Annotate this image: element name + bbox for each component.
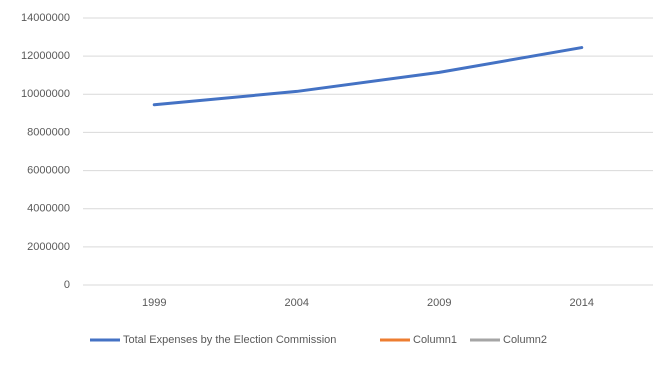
y-tick-label: 2000000 [27,241,70,253]
legend-label: Column2 [503,334,547,346]
x-tick-label: 2009 [427,297,451,309]
x-tick-label: 2004 [285,297,309,309]
legend-label: Total Expenses by the Election Commissio… [123,334,336,346]
y-tick-label: 6000000 [27,164,70,176]
y-tick-label: 4000000 [27,203,70,215]
y-tick-label: 8000000 [27,126,70,138]
y-tick-label: 0 [64,279,70,291]
y-tick-label: 10000000 [21,88,70,100]
legend-label: Column1 [413,334,457,346]
x-tick-label: 1999 [142,297,166,309]
data-line [152,46,584,107]
x-tick-label: 2014 [570,297,594,309]
y-tick-label: 14000000 [21,12,70,24]
y-tick-label: 12000000 [21,50,70,62]
